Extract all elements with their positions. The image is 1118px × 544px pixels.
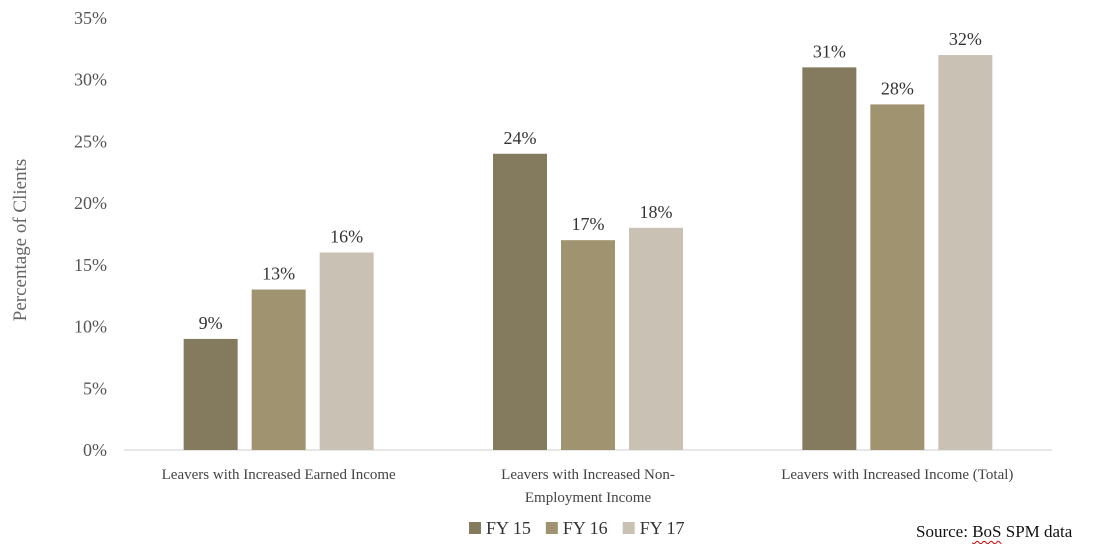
- source-suffix: SPM data: [1001, 522, 1073, 541]
- x-tick-label: Employment Income: [525, 490, 652, 506]
- x-axis: Leavers with Increased Earned Income Leav…: [124, 449, 1052, 506]
- data-label: 13%: [262, 264, 295, 284]
- y-axis-label: Percentage of Clients: [10, 159, 31, 322]
- bar: [938, 55, 993, 451]
- legend-label: FY 17: [640, 518, 685, 538]
- data-label: 32%: [949, 29, 982, 49]
- data-label: 9%: [199, 313, 223, 333]
- y-axis: 0% 5% 10% 15% 20% 25% 30% 35%: [74, 8, 107, 460]
- y-tick-label: 25%: [74, 131, 107, 151]
- bar: [802, 67, 857, 450]
- data-label: 28%: [881, 78, 914, 98]
- source-note: Source: BoS SPM data: [916, 522, 1072, 542]
- legend-item: FY 16: [545, 518, 608, 538]
- source-org: BoS: [972, 522, 1002, 541]
- y-tick-label: 35%: [74, 8, 107, 28]
- bar: [629, 227, 683, 450]
- data-label: 31%: [813, 41, 846, 61]
- source-prefix: Source:: [916, 522, 973, 541]
- bar: [870, 104, 925, 451]
- x-tick-label: Leavers with Increased Earned Income: [162, 467, 396, 483]
- bar: [251, 289, 306, 450]
- legend: FY 15 FY 16 FY 17: [469, 518, 685, 538]
- data-label: 17%: [572, 214, 605, 234]
- bars: [183, 55, 993, 451]
- legend-swatch: [545, 522, 558, 534]
- y-tick-label: 30%: [74, 70, 107, 90]
- y-tick-label: 5%: [83, 378, 107, 398]
- legend-item: FY 17: [622, 518, 685, 538]
- y-tick-label: 20%: [74, 193, 107, 213]
- y-tick-label: 10%: [74, 317, 107, 337]
- y-tick-label: 15%: [74, 255, 107, 275]
- data-label: 24%: [504, 128, 537, 148]
- bar: [493, 153, 547, 450]
- legend-label: FY 15: [486, 518, 531, 538]
- x-tick-label: Leavers with Increased Non-: [501, 467, 675, 483]
- legend-label: FY 16: [563, 518, 608, 538]
- legend-swatch: [622, 522, 635, 534]
- bar: [319, 252, 374, 450]
- bar: [183, 338, 238, 450]
- y-tick-label: 0%: [83, 440, 107, 460]
- legend-item: FY 15: [469, 518, 531, 538]
- bar: [561, 240, 615, 450]
- legend-swatch: [469, 522, 481, 534]
- data-label: 16%: [330, 227, 363, 247]
- data-label: 18%: [640, 202, 673, 222]
- data-labels: 9% 13% 16% 24% 17% 18% 31% 28% 32%: [199, 29, 982, 333]
- x-tick-label: Leavers with Increased Income (Total): [781, 467, 1013, 483]
